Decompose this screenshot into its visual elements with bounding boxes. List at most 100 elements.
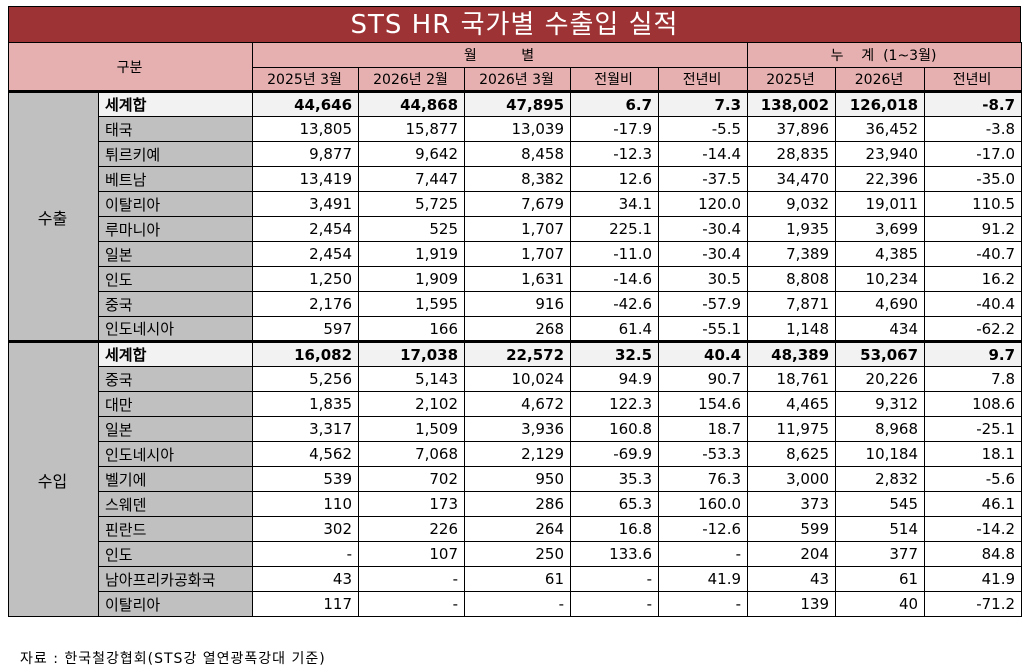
- value-cell: 12.6: [570, 166, 660, 192]
- value-cell: 9.7: [924, 341, 1023, 367]
- value-cell: 3,000: [747, 466, 837, 492]
- table-row: 중국 5,256 5,143 10,024 94.9 90.7 18,761 20,226 7.…: [9, 366, 1023, 392]
- value-cell: 373: [747, 491, 837, 517]
- total-row: 수출 세계합 44,646 44,868 47,895 6.7 7.3 138,002 126,…: [8, 91, 1023, 342]
- col-header: 2026년 3월: [464, 67, 572, 92]
- value-cell: 120.0: [658, 191, 749, 217]
- value-cell: 5,256: [252, 366, 360, 392]
- value-cell: -69.9: [570, 441, 660, 467]
- value-cell: 9,877: [252, 141, 360, 167]
- table-row: 인도네시아 4,562 7,068 2,129 -69.9 -53.3 8,625 10,18…: [9, 441, 1023, 467]
- col-header: 전년비: [924, 67, 1023, 92]
- group-label: 수출: [8, 91, 99, 342]
- value-cell: 8,968: [835, 416, 926, 442]
- value-cell: 22,396: [835, 166, 926, 192]
- value-cell: 9,642: [358, 141, 466, 167]
- table-row: 인도네시아 597 166 268 61.4 -55.1 1,148 434 -62.2: [9, 316, 1023, 342]
- value-cell: 16.2: [924, 266, 1023, 292]
- country-cell: 이탈리아: [97, 591, 254, 617]
- value-cell: -: [464, 591, 572, 617]
- value-cell: 138,002: [747, 91, 837, 117]
- table-row: 튀르키예 9,877 9,642 8,458 -12.3 -14.4 28,835 23,94…: [9, 141, 1023, 167]
- value-cell: 545: [835, 491, 926, 517]
- value-cell: 47,895: [464, 91, 572, 117]
- value-cell: -62.2: [924, 316, 1023, 342]
- value-cell: -25.1: [924, 416, 1023, 442]
- value-cell: -: [358, 566, 466, 592]
- table-row: 이탈리아 117- - - -139 40 -71.2: [9, 591, 1023, 617]
- value-cell: 4,562: [252, 441, 360, 467]
- value-cell: 8,625: [747, 441, 837, 467]
- value-cell: 4,385: [835, 241, 926, 267]
- value-cell: 34,470: [747, 166, 837, 192]
- value-cell: 2,102: [358, 391, 466, 417]
- value-cell: 76.3: [658, 466, 749, 492]
- col-header: 2026년: [835, 67, 926, 92]
- country-cell: 베트남: [97, 166, 254, 192]
- table-row: 베트남 13,419 7,447 8,382 12.6 -37.5 34,470 22,396…: [9, 166, 1023, 192]
- value-cell: 43: [747, 566, 837, 592]
- value-cell: 32.5: [570, 341, 660, 367]
- table-row: 일본 3,317 1,509 3,936 160.8 18.7 11,975 8,968 -25…: [9, 416, 1023, 442]
- value-cell: 250: [464, 541, 572, 567]
- value-cell: 1,935: [747, 216, 837, 242]
- value-cell: 5,143: [358, 366, 466, 392]
- value-cell: 173: [358, 491, 466, 517]
- value-cell: 7,389: [747, 241, 837, 267]
- total-row: 수입 세계합 16,082 17,038 22,572 32.5 40.4 48,389 53,…: [8, 341, 1023, 617]
- value-cell: -: [570, 566, 660, 592]
- value-cell: 122.3: [570, 391, 660, 417]
- value-cell: 133.6: [570, 541, 660, 567]
- value-cell: -14.4: [658, 141, 749, 167]
- table-row: 일본 2,454 1,919 1,707 -11.0 -30.4 7,389 4,385 -40…: [9, 241, 1023, 267]
- value-cell: -8.7: [924, 91, 1023, 117]
- value-cell: 48,389: [747, 341, 837, 367]
- country-cell: 이탈리아: [97, 191, 254, 217]
- value-cell: 166: [358, 316, 466, 342]
- value-cell: -37.5: [658, 166, 749, 192]
- value-cell: 19,011: [835, 191, 926, 217]
- table-row: 남아프리카공화국 43-61-41.9 43 61 41.9: [9, 566, 1023, 592]
- value-cell: 525: [358, 216, 466, 242]
- value-cell: 1,707: [464, 241, 572, 267]
- value-cell: 107: [358, 541, 466, 567]
- value-cell: 18.1: [924, 441, 1023, 467]
- value-cell: 43: [252, 566, 360, 592]
- value-cell: 5,725: [358, 191, 466, 217]
- country-cell: 세계합: [97, 341, 254, 367]
- report-container: STS HR 국가별 수출입 실적 구분 월 별 누 계 (1~3월) 2025…: [7, 6, 1023, 667]
- country-cell: 루마니아: [97, 216, 254, 242]
- table-row: 태국 13,805 15,877 13,039 -17.9 -5.5 37,896 36,45…: [9, 116, 1023, 142]
- value-cell: 434: [835, 316, 926, 342]
- value-cell: 8,808: [747, 266, 837, 292]
- value-cell: 41.9: [658, 566, 749, 592]
- value-cell: 3,936: [464, 416, 572, 442]
- value-cell: 61: [835, 566, 926, 592]
- value-cell: 1,148: [747, 316, 837, 342]
- country-cell: 일본: [97, 416, 254, 442]
- value-cell: 37,896: [747, 116, 837, 142]
- import-group: 수입 세계합 16,082 17,038 22,572 32.5 40.4 48,389 53,…: [8, 341, 1023, 617]
- value-cell: -: [658, 591, 749, 617]
- value-cell: 20,226: [835, 366, 926, 392]
- value-cell: 4,465: [747, 391, 837, 417]
- table-row: 핀란드 302 226 264 16.8 -12.6 599 514 -14.2: [9, 516, 1023, 542]
- value-cell: 3,699: [835, 216, 926, 242]
- value-cell: -14.2: [924, 516, 1023, 542]
- value-cell: 84.8: [924, 541, 1023, 567]
- value-cell: 225.1: [570, 216, 660, 242]
- value-cell: 514: [835, 516, 926, 542]
- value-cell: -5.5: [658, 116, 749, 142]
- value-cell: 599: [747, 516, 837, 542]
- value-cell: -17.9: [570, 116, 660, 142]
- value-cell: 91.2: [924, 216, 1023, 242]
- value-cell: 7,068: [358, 441, 466, 467]
- value-cell: 2,454: [252, 216, 360, 242]
- value-cell: 16,082: [252, 341, 360, 367]
- col-header: 전월비: [570, 67, 660, 92]
- table-row: 벨기에 539 702 950 35.3 76.3 3,000 2,832 -5.6: [9, 466, 1023, 492]
- value-cell: -57.9: [658, 291, 749, 317]
- table-header: 구분 월 별 누 계 (1~3월) 2025년 3월 2026년 2월 2026…: [7, 42, 1023, 92]
- value-cell: 16.8: [570, 516, 660, 542]
- value-cell: 13,419: [252, 166, 360, 192]
